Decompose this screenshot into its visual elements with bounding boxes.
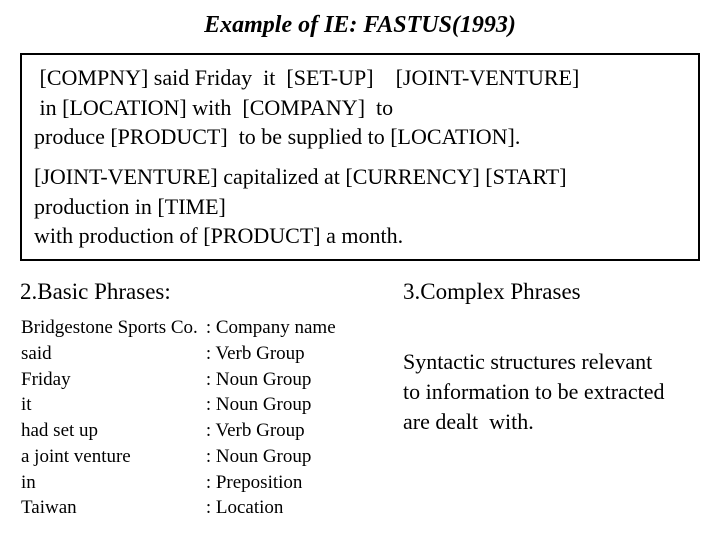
complex-body-line2: to information to be extracted [403, 379, 664, 404]
phrase-type: : Company name [204, 315, 337, 341]
box-p1-line3: produce [PRODUCT] to be supplied to [LOC… [34, 124, 520, 149]
basic-phrases-heading: 2.Basic Phrases: [20, 279, 383, 305]
phrase-type: : Noun Group [204, 392, 337, 418]
table-row: Taiwan: Location [20, 495, 337, 521]
phrase-type: : Noun Group [204, 444, 337, 470]
slide-title: Example of IE: FASTUS(1993) [20, 12, 700, 39]
complex-phrases-heading: 3.Complex Phrases [403, 279, 700, 305]
phrase-type: : Location [204, 495, 337, 521]
complex-phrases-body: Syntactic structures relevant to informa… [403, 347, 700, 436]
box-paragraph-2: [JOINT-VENTURE] capitalized at [CURRENCY… [34, 162, 686, 251]
box-p1-line2: in [LOCATION] with [COMPANY] to [34, 95, 393, 120]
box-p2-line3: with production of [PRODUCT] a month. [34, 223, 403, 248]
table-row: Bridgestone Sports Co.: Company name [20, 315, 337, 341]
complex-body-line3: are dealt with. [403, 409, 534, 434]
basic-phrases-section: 2.Basic Phrases: Bridgestone Sports Co.:… [20, 279, 383, 521]
phrase-term: it [20, 392, 204, 418]
table-row: it: Noun Group [20, 392, 337, 418]
lower-columns: 2.Basic Phrases: Bridgestone Sports Co.:… [20, 279, 700, 521]
complex-phrases-section: 3.Complex Phrases Syntactic structures r… [403, 279, 700, 521]
phrase-term: said [20, 341, 204, 367]
phrase-term: in [20, 470, 204, 496]
phrase-type: : Verb Group [204, 418, 337, 444]
box-p2-line2: production in [TIME] [34, 194, 226, 219]
table-row: said: Verb Group [20, 341, 337, 367]
phrase-term: Bridgestone Sports Co. [20, 315, 204, 341]
phrase-type: : Noun Group [204, 367, 337, 393]
phrase-term: a joint venture [20, 444, 204, 470]
phrase-term: Taiwan [20, 495, 204, 521]
table-row: a joint venture: Noun Group [20, 444, 337, 470]
table-row: Friday: Noun Group [20, 367, 337, 393]
example-box: [COMPNY] said Friday it [SET-UP] [JOINT-… [20, 53, 700, 261]
box-paragraph-1: [COMPNY] said Friday it [SET-UP] [JOINT-… [34, 63, 686, 152]
table-row: in: Preposition [20, 470, 337, 496]
phrase-table: Bridgestone Sports Co.: Company name sai… [20, 315, 337, 521]
box-p2-line1: [JOINT-VENTURE] capitalized at [CURRENCY… [34, 164, 567, 189]
box-p1-line1: [COMPNY] said Friday it [SET-UP] [JOINT-… [34, 65, 579, 90]
phrase-type: : Verb Group [204, 341, 337, 367]
table-row: had set up: Verb Group [20, 418, 337, 444]
phrase-term: Friday [20, 367, 204, 393]
phrase-type: : Preposition [204, 470, 337, 496]
complex-body-line1: Syntactic structures relevant [403, 349, 652, 374]
phrase-term: had set up [20, 418, 204, 444]
